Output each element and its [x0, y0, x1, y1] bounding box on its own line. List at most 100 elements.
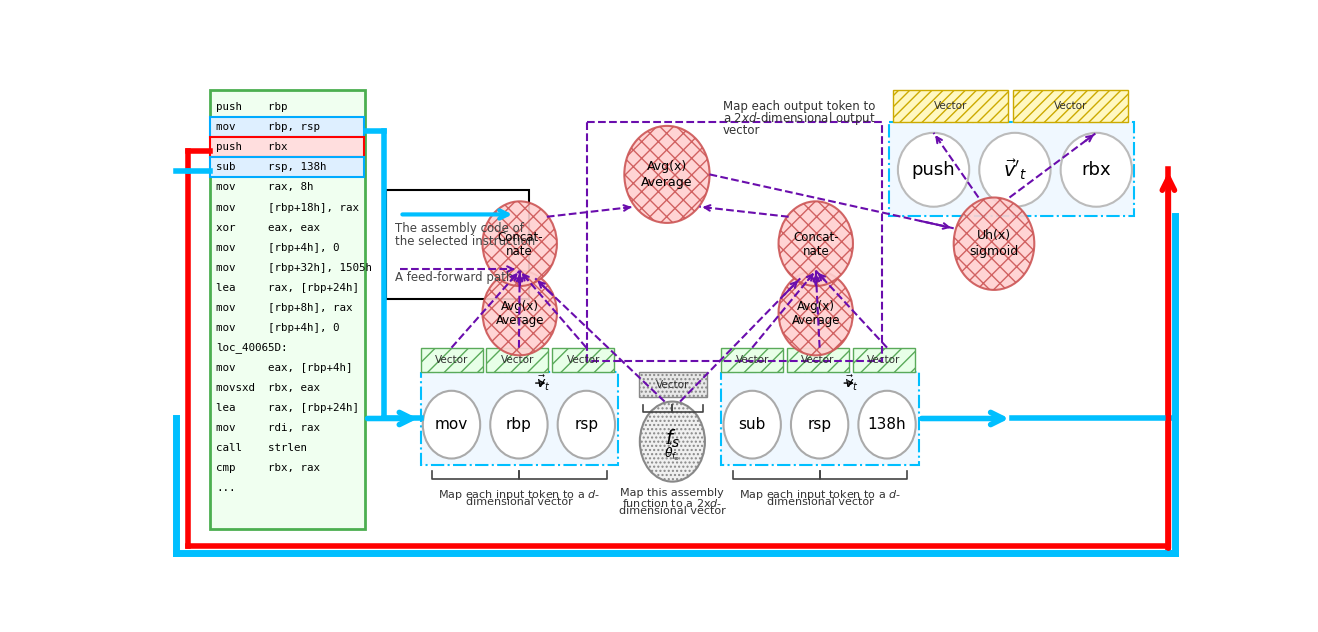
Text: mov     rdi, rax: mov rdi, rax: [216, 423, 320, 433]
Text: dimensional vector: dimensional vector: [767, 497, 874, 507]
Ellipse shape: [482, 270, 558, 355]
Bar: [210, 90, 365, 528]
Text: $f_s$: $f_s$: [664, 427, 680, 449]
Text: Vector: Vector: [735, 355, 768, 365]
Text: rsp: rsp: [575, 417, 598, 432]
Text: mov     [rbp+4h], 0: mov [rbp+4h], 0: [216, 322, 340, 332]
Text: Avg(x): Avg(x): [647, 160, 687, 173]
Text: A feed-forward path: A feed-forward path: [395, 270, 513, 284]
Text: push: push: [912, 161, 956, 179]
Text: a 2$xd$-dimensional output: a 2$xd$-dimensional output: [722, 110, 875, 127]
Text: sigmoid: sigmoid: [969, 245, 1019, 258]
Bar: [853, 348, 915, 372]
Text: rbx: rbx: [1082, 161, 1111, 179]
Bar: [211, 137, 364, 157]
Text: lea     rax, [rbp+24h]: lea rax, [rbp+24h]: [216, 403, 358, 413]
Text: mov     eax, [rbp+4h]: mov eax, [rbp+4h]: [216, 363, 352, 373]
Text: dimensional vector: dimensional vector: [467, 497, 573, 507]
Bar: [420, 372, 618, 465]
Text: dimensional vector: dimensional vector: [619, 506, 726, 516]
Text: Uh(x): Uh(x): [977, 229, 1011, 243]
Text: Map each input token to a $d$-: Map each input token to a $d$-: [438, 488, 601, 502]
Bar: [420, 348, 482, 372]
Text: mov     [rbp+18h], rax: mov [rbp+18h], rax: [216, 202, 358, 212]
Text: Vector: Vector: [435, 355, 468, 365]
Bar: [211, 157, 364, 178]
Text: Vector: Vector: [655, 380, 689, 389]
Bar: [587, 122, 882, 361]
Text: $\vec{v}_t$: $\vec{v}_t$: [535, 374, 550, 392]
Text: The assembly code of: The assembly code of: [395, 222, 523, 235]
Text: xor     eax, eax: xor eax, eax: [216, 222, 320, 233]
Ellipse shape: [625, 126, 709, 223]
Text: vector: vector: [722, 124, 760, 137]
Bar: [721, 372, 919, 465]
Text: nate: nate: [506, 245, 532, 258]
Ellipse shape: [791, 391, 849, 459]
Text: Average: Average: [792, 314, 840, 327]
Text: Vector: Vector: [567, 355, 600, 365]
Ellipse shape: [779, 202, 853, 286]
Bar: [721, 348, 783, 372]
Text: sub     rsp, 138h: sub rsp, 138h: [216, 162, 327, 173]
Text: mov     rax, 8h: mov rax, 8h: [216, 183, 314, 193]
Text: push    rbp: push rbp: [216, 102, 287, 112]
Text: mov     [rbp+32h], 1505h: mov [rbp+32h], 1505h: [216, 262, 372, 272]
Text: Concat-: Concat-: [793, 231, 838, 244]
Ellipse shape: [979, 133, 1050, 207]
Text: rbp: rbp: [506, 417, 532, 432]
Bar: [211, 118, 364, 137]
Bar: [890, 122, 1133, 216]
Text: mov     [rbp+8h], rax: mov [rbp+8h], rax: [216, 303, 352, 313]
Bar: [787, 348, 849, 372]
Text: rsp: rsp: [808, 417, 832, 432]
Text: $\vec{v}_t$: $\vec{v}_t$: [844, 374, 858, 392]
Text: function to a 2x$d$-: function to a 2x$d$-: [622, 497, 722, 509]
Text: Average: Average: [496, 314, 544, 327]
Ellipse shape: [1061, 133, 1132, 207]
Text: Average: Average: [641, 176, 693, 188]
Text: Vector: Vector: [501, 355, 534, 365]
Bar: [552, 348, 614, 372]
Text: Map this assembly: Map this assembly: [621, 488, 725, 498]
Ellipse shape: [639, 401, 705, 482]
Text: call    strlen: call strlen: [216, 443, 307, 453]
Text: movsxd  rbx, eax: movsxd rbx, eax: [216, 383, 320, 392]
Text: Vector: Vector: [867, 355, 900, 365]
Ellipse shape: [724, 391, 780, 459]
Text: Concat-: Concat-: [497, 231, 543, 244]
Text: Map each output token to: Map each output token to: [722, 100, 875, 114]
Bar: [1014, 90, 1128, 122]
Text: push    rbx: push rbx: [216, 142, 287, 152]
Text: $\vec{\theta}_{f_s}$: $\vec{\theta}_{f_s}$: [664, 441, 680, 463]
Text: Avg(x): Avg(x): [797, 300, 834, 313]
Ellipse shape: [779, 270, 853, 355]
Text: mov: mov: [435, 417, 468, 432]
Ellipse shape: [858, 391, 916, 459]
Text: mov     rbp, rsp: mov rbp, rsp: [216, 123, 320, 133]
Text: Vector: Vector: [1054, 101, 1087, 111]
Text: the selected instruction: the selected instruction: [395, 235, 535, 248]
Text: sub: sub: [738, 417, 766, 432]
Text: loc_40065D:: loc_40065D:: [216, 342, 287, 353]
Ellipse shape: [490, 391, 547, 459]
Ellipse shape: [482, 202, 558, 286]
Ellipse shape: [558, 391, 616, 459]
Text: lea     rax, [rbp+24h]: lea rax, [rbp+24h]: [216, 283, 358, 293]
Text: $\vec{v}'_t$: $\vec{v}'_t$: [1003, 157, 1027, 182]
Text: Avg(x): Avg(x): [501, 300, 539, 313]
Ellipse shape: [423, 391, 480, 459]
Text: Vector: Vector: [934, 101, 967, 111]
Ellipse shape: [898, 133, 969, 207]
Bar: [639, 372, 708, 397]
Text: cmp     rbx, rax: cmp rbx, rax: [216, 463, 320, 473]
Bar: [486, 348, 548, 372]
Ellipse shape: [954, 198, 1035, 290]
Bar: [894, 90, 1008, 122]
Text: Map each input token to a $d$-: Map each input token to a $d$-: [739, 488, 902, 502]
Bar: [386, 190, 529, 299]
Text: Vector: Vector: [801, 355, 834, 365]
Text: nate: nate: [803, 245, 829, 258]
Text: ...: ...: [216, 483, 236, 493]
Text: mov     [rbp+4h], 0: mov [rbp+4h], 0: [216, 243, 340, 253]
